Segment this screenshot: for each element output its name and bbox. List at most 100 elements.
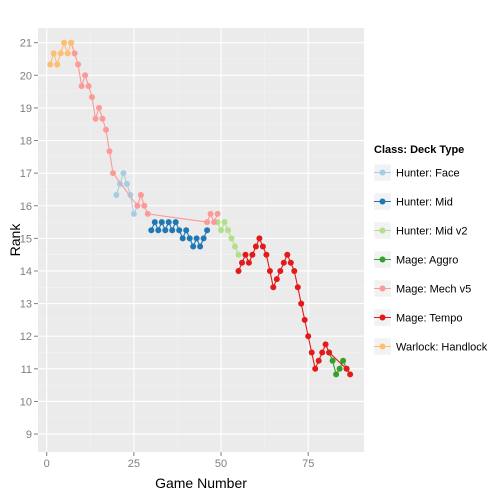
legend: Class: Deck Type Hunter: Face Hunter: Mid… — [373, 144, 488, 356]
data-point — [232, 243, 238, 250]
data-point — [211, 219, 218, 226]
data-point — [68, 39, 75, 46]
legend-items: Hunter: Face Hunter: Mid Hunter: Mid v2 Mag… — [373, 163, 488, 356]
legend-key-point — [379, 169, 386, 176]
data-point — [284, 251, 291, 258]
data-point — [162, 227, 169, 234]
legend-item: Hunter: Mid — [373, 192, 453, 211]
data-point — [193, 235, 200, 242]
y-tick-label: 17 — [20, 168, 32, 180]
y-tick-label: 18 — [20, 136, 32, 148]
data-point — [50, 50, 57, 57]
legend-label: Hunter: Face — [396, 168, 460, 180]
data-point — [54, 61, 61, 68]
data-point — [270, 284, 277, 291]
legend-key-point — [379, 198, 386, 205]
y-tick-label: 16 — [20, 201, 32, 213]
data-point — [204, 227, 211, 234]
legend-key-point — [379, 314, 386, 321]
data-point — [298, 300, 305, 307]
data-point — [273, 276, 280, 283]
data-point — [47, 61, 54, 68]
data-point — [186, 235, 193, 242]
x-tick-label: 75 — [302, 458, 314, 470]
data-point — [144, 210, 151, 217]
data-point — [89, 94, 95, 101]
data-point — [280, 259, 287, 266]
data-point — [82, 72, 89, 79]
data-point — [96, 104, 102, 111]
data-point — [113, 192, 120, 198]
data-point — [347, 371, 354, 378]
data-point — [200, 235, 207, 242]
data-point — [340, 357, 347, 364]
data-point — [176, 227, 183, 234]
data-point — [172, 219, 179, 226]
series-1 — [148, 219, 211, 250]
legend-label: Hunter: Mid v2 — [396, 226, 468, 238]
x-axis-ticks: 0 25 50 75 — [44, 452, 314, 470]
legend-label: Hunter: Mid — [396, 197, 453, 209]
data-point — [245, 259, 252, 266]
legend-item: Mage: Aggro — [373, 250, 458, 269]
data-point — [148, 227, 155, 234]
data-point — [137, 192, 144, 198]
data-point — [179, 235, 186, 242]
data-point — [204, 219, 211, 226]
x-tick-label: 0 — [44, 458, 50, 470]
y-tick-label: 15 — [20, 233, 32, 245]
data-point — [214, 210, 221, 217]
legend-item: Mage: Mech v5 — [373, 279, 471, 298]
y-axis-ticks: 9 10 11 12 13 14 15 16 17 18 19 20 21 — [20, 38, 38, 441]
legend-label: Mage: Aggro — [396, 255, 458, 267]
data-point — [225, 227, 231, 234]
data-point — [228, 235, 235, 242]
legend-label: Mage: Tempo — [396, 313, 462, 325]
x-axis-title: Game Number — [155, 475, 247, 491]
data-point — [235, 251, 242, 258]
data-point — [71, 50, 78, 57]
data-point — [123, 180, 130, 187]
data-point — [326, 349, 333, 356]
y-tick-label: 12 — [20, 331, 32, 343]
data-point — [207, 210, 214, 217]
data-point — [343, 365, 350, 372]
data-point — [165, 219, 172, 226]
data-point — [333, 371, 340, 378]
y-tick-label: 21 — [20, 38, 32, 50]
major-gridlines — [38, 28, 364, 452]
y-axis-title: Rank — [7, 223, 23, 257]
data-point — [256, 235, 263, 242]
data-point — [103, 126, 109, 133]
data-point — [259, 243, 266, 250]
x-tick-label: 50 — [215, 458, 227, 470]
minor-gridlines — [38, 28, 364, 452]
legend-key-point — [379, 285, 386, 292]
y-tick-label: 11 — [21, 364, 32, 376]
data-point — [249, 251, 256, 258]
legend-label: Warlock: Handlock — [396, 342, 488, 354]
data-point — [252, 243, 259, 250]
legend-key-point — [379, 227, 386, 234]
data-point — [190, 243, 197, 250]
data-point — [242, 251, 249, 258]
data-point — [116, 180, 123, 187]
data-point — [221, 219, 228, 226]
legend-item: Warlock: Handlock — [373, 337, 488, 356]
series-layer — [47, 39, 354, 378]
data-point — [78, 83, 85, 90]
y-tick-label: 9 — [26, 429, 32, 441]
y-tick-label: 14 — [20, 266, 32, 278]
data-point — [291, 268, 298, 274]
data-point — [277, 268, 284, 274]
data-point — [319, 349, 326, 356]
data-point — [235, 268, 242, 274]
data-point — [263, 251, 270, 258]
legend-item: Hunter: Face — [373, 163, 460, 182]
data-point — [336, 365, 343, 372]
legend-item: Mage: Tempo — [373, 308, 462, 327]
data-point — [61, 39, 68, 46]
data-point — [130, 210, 137, 217]
data-point — [239, 259, 245, 266]
